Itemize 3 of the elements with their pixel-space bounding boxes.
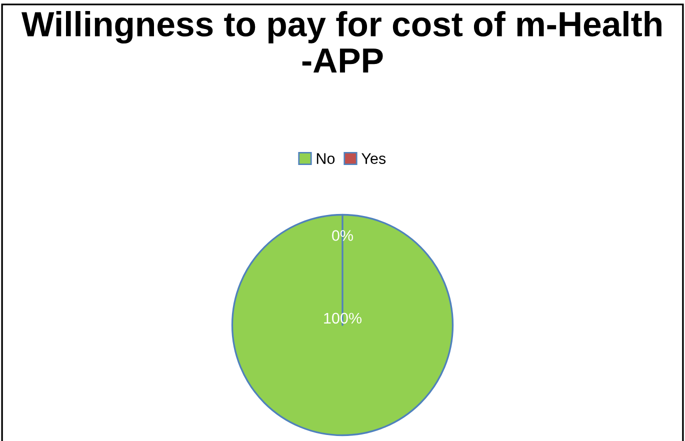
legend-label: Yes [362,153,386,164]
legend-label: No [316,153,335,164]
chart-title: Willingness to pay for cost of m-Health -APP [22,11,662,72]
